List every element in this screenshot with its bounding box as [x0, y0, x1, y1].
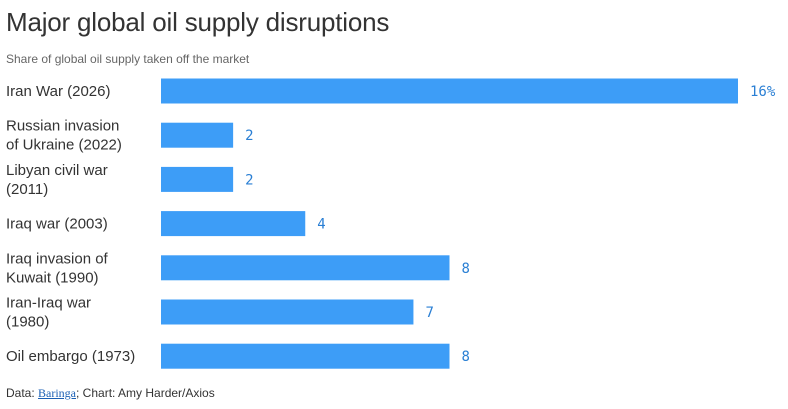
- value-label: 16%: [750, 84, 776, 100]
- value-label: 8: [462, 261, 470, 277]
- value-label: 8: [462, 349, 470, 365]
- value-label: 7: [425, 305, 433, 321]
- chart-footer: Data: Baringa; Chart: Amy Harder/Axios: [6, 385, 215, 401]
- value-label: 2: [245, 128, 253, 144]
- bar: [161, 343, 450, 369]
- bar: [161, 78, 738, 104]
- chart-subtitle: Share of global oil supply taken off the…: [6, 52, 250, 66]
- category-label: Iran-Iraq war (1980): [6, 295, 91, 331]
- footer-suffix: ; Chart: Amy Harder/Axios: [76, 386, 215, 400]
- category-label: Iraq invasion of Kuwait (1990): [6, 250, 109, 286]
- value-label: 2: [245, 172, 253, 188]
- category-label: Russian invasion of Ukraine (2022): [6, 118, 122, 154]
- bar: [161, 211, 306, 237]
- chart-title: Major global oil supply disruptions: [6, 7, 390, 37]
- bar: [161, 166, 234, 192]
- footer-prefix: Data:: [6, 386, 39, 400]
- category-label: Iran War (2026): [6, 83, 110, 100]
- value-label: 4: [317, 217, 325, 233]
- bar: [161, 122, 234, 148]
- bar: [161, 299, 414, 325]
- bar: [161, 255, 450, 281]
- source-link[interactable]: Baringa: [38, 386, 77, 400]
- category-label: Iraq war (2003): [6, 216, 108, 233]
- category-label: Oil embargo (1973): [6, 348, 135, 365]
- category-label: Libyan civil war (2011): [6, 162, 108, 198]
- bar-chart: Iran War (2026) 16% Russian invasion of Ukr…: [6, 78, 776, 369]
